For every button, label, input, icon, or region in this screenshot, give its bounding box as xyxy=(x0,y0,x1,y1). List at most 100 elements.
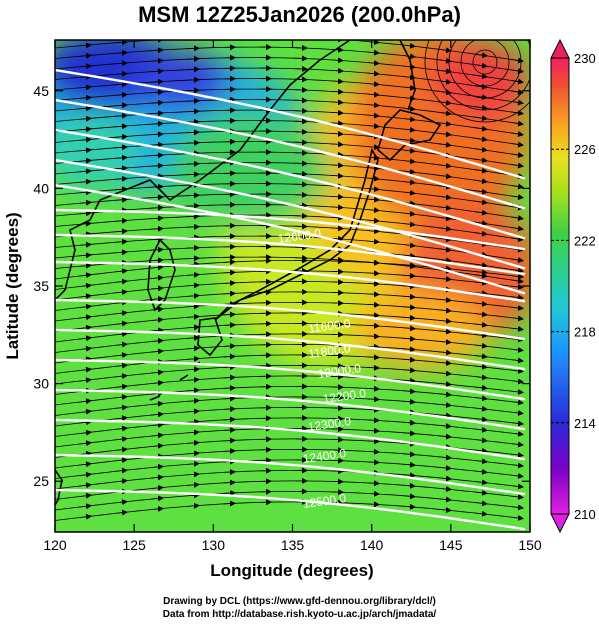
wind-arrow xyxy=(150,295,164,302)
wind-arrow xyxy=(330,204,344,211)
wind-arrow xyxy=(150,68,164,75)
wind-arrow xyxy=(114,60,128,67)
wind-arrow xyxy=(402,84,416,91)
wind-arrow xyxy=(114,144,128,151)
wind-arrow xyxy=(114,404,128,411)
wind-arrow xyxy=(366,81,380,88)
wind-arrow xyxy=(402,293,416,300)
wind-arrow xyxy=(150,411,164,418)
wind-arrow xyxy=(474,479,488,486)
wind-arrow xyxy=(510,378,524,385)
height-contour xyxy=(55,453,526,496)
colorbar-tick-label: 226 xyxy=(574,142,596,157)
wind-arrow xyxy=(438,162,452,169)
wind-arrow xyxy=(114,383,128,390)
wind-arrow xyxy=(402,210,416,217)
contour-label: 12300.0 xyxy=(307,414,352,434)
wind-arrow xyxy=(366,165,380,172)
wind-arrow xyxy=(186,429,200,436)
wind-arrow xyxy=(474,104,488,111)
wind-arrow xyxy=(510,183,524,190)
wind-arrow xyxy=(438,423,452,430)
wind-arrow xyxy=(474,52,488,59)
wind-arrow xyxy=(222,269,236,276)
wind-arrow xyxy=(510,120,524,127)
wind-arrow xyxy=(78,461,92,468)
wind-arrow xyxy=(186,387,200,394)
wind-arrow xyxy=(114,467,128,474)
wind-arrow xyxy=(474,157,488,164)
height-contour xyxy=(55,208,526,251)
wind-arrow xyxy=(402,430,416,437)
wind-arrow xyxy=(78,303,92,310)
wind-arrow xyxy=(150,131,164,138)
height-contour xyxy=(55,233,526,276)
wind-arrow xyxy=(366,259,380,266)
wind-arrow xyxy=(402,503,416,510)
y-tick-label: 40 xyxy=(33,180,49,196)
wind-arrow xyxy=(186,366,200,373)
coastline-japan-honshu xyxy=(214,147,379,321)
wind-arrow xyxy=(330,78,344,85)
wind-arrow xyxy=(114,457,128,464)
wind-arrow xyxy=(222,353,236,360)
wind-arrow xyxy=(78,94,92,101)
wind-arrow xyxy=(402,283,416,290)
wind-arrow xyxy=(78,419,92,426)
wind-arrow xyxy=(402,482,416,489)
wind-arrow xyxy=(186,376,200,383)
wind-arrow xyxy=(366,322,380,329)
wind-arrow xyxy=(114,49,128,56)
wind-arrow xyxy=(474,83,488,90)
wind-arrow xyxy=(150,306,164,313)
credit-drawing: Drawing by DCL (https://www.gfd-dennou.o… xyxy=(163,596,436,607)
wind-arrow xyxy=(510,257,524,263)
wind-arrow xyxy=(114,478,128,485)
height-contour xyxy=(55,68,526,180)
wind-arrow xyxy=(222,469,236,476)
wind-arrow xyxy=(150,421,164,428)
height-contours xyxy=(55,68,526,531)
wind-arrow xyxy=(438,339,452,346)
wind-arrow xyxy=(114,394,128,401)
wind-arrow xyxy=(474,290,488,297)
wind-arrow xyxy=(186,418,200,425)
wind-arrow xyxy=(438,257,452,264)
x-tick-label: 135 xyxy=(281,537,305,553)
wind-arrow xyxy=(474,272,488,279)
wind-arrow xyxy=(114,238,128,245)
wind-arrow xyxy=(186,282,200,289)
wind-arrow xyxy=(402,42,416,49)
wind-arrow xyxy=(330,99,344,106)
wind-arrow xyxy=(474,279,488,286)
wind-arrow xyxy=(222,290,236,297)
wind-arrow xyxy=(222,374,236,381)
wind-arrow xyxy=(438,110,452,117)
wind-arrow xyxy=(366,396,380,403)
wind-arrow xyxy=(150,327,164,334)
wind-arrow xyxy=(366,385,380,392)
streamline xyxy=(448,40,522,99)
wind-arrow xyxy=(474,241,488,248)
wind-arrow xyxy=(402,116,416,123)
wind-arrow xyxy=(510,504,524,511)
height-contour xyxy=(55,328,526,371)
wind-arrow xyxy=(150,120,164,127)
wind-arrow xyxy=(474,416,488,423)
wind-arrow xyxy=(150,194,164,201)
wind-arrow xyxy=(330,172,344,179)
wind-arrow xyxy=(510,236,524,242)
wind-arrow xyxy=(510,514,524,521)
wind-arrow xyxy=(366,333,380,340)
wind-arrow xyxy=(186,255,200,262)
wind-arrow xyxy=(402,272,416,279)
coastline-korea xyxy=(147,238,176,312)
wind-arrow xyxy=(114,499,128,506)
wind-arrow xyxy=(510,357,524,364)
wind-arrow xyxy=(186,244,200,251)
wind-arrow xyxy=(186,324,200,331)
wind-arrow xyxy=(186,450,200,457)
wind-arrow xyxy=(114,436,128,443)
wind-arrow xyxy=(78,168,92,175)
